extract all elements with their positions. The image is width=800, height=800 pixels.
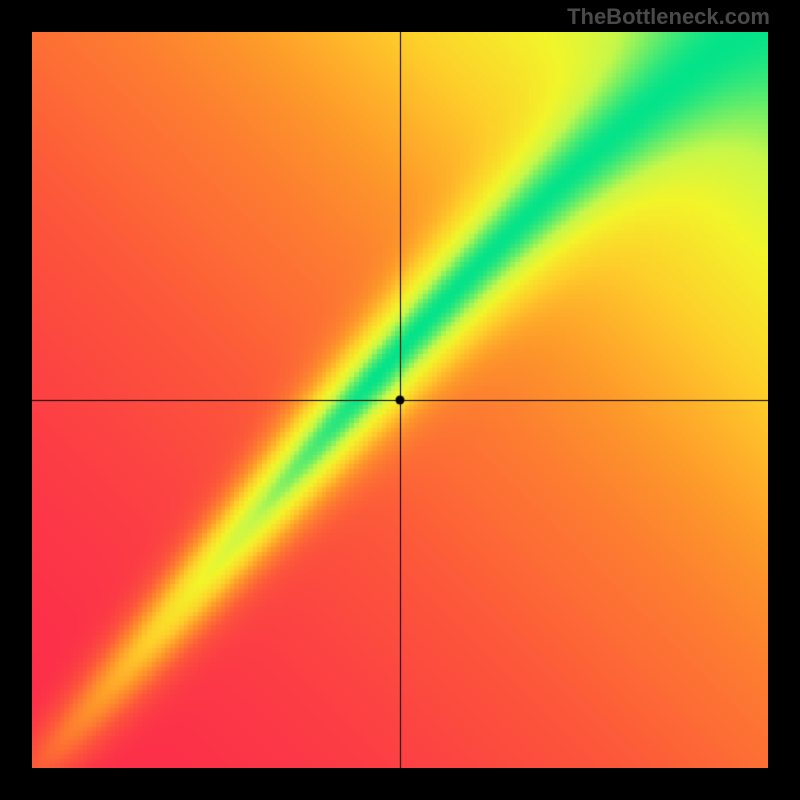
watermark-text: TheBottleneck.com	[567, 4, 770, 30]
chart-container: { "canvas": { "outer_width": 800, "outer…	[0, 0, 800, 800]
bottleneck-heatmap	[32, 32, 768, 768]
